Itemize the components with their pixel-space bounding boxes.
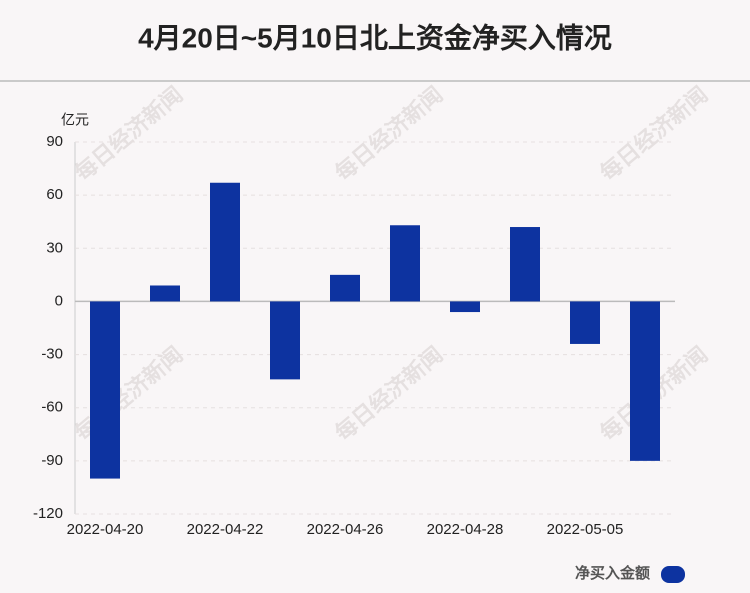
y-tick-label: 90 (46, 133, 63, 150)
x-tick-label: 2022-04-20 (67, 521, 144, 538)
y-tick-label: -120 (33, 505, 63, 522)
y-tick-label: -60 (41, 399, 63, 416)
bar (570, 301, 600, 344)
legend-label: 净买入金额 (575, 564, 650, 582)
bar (510, 227, 540, 302)
y-tick-label: -30 (41, 346, 63, 363)
bar (330, 274, 360, 302)
bar (90, 301, 120, 479)
bar (390, 225, 420, 302)
y-tick-label: 0 (55, 292, 63, 309)
bar (210, 182, 240, 302)
bar (270, 301, 300, 380)
legend-swatch (661, 566, 685, 583)
bar (630, 301, 660, 461)
y-unit: 亿元 (61, 112, 89, 128)
bar (450, 301, 480, 313)
y-tick-label: -90 (41, 452, 63, 469)
x-tick-label: 2022-04-26 (307, 521, 384, 538)
x-tick-label: 2022-05-05 (547, 521, 624, 538)
y-tick-label: 60 (46, 186, 63, 203)
bar (150, 285, 180, 302)
chart-title: 4月20日~5月10日北上资金净买入情况 (138, 21, 612, 53)
x-tick-label: 2022-04-22 (187, 521, 264, 538)
y-tick-label: 30 (46, 239, 63, 256)
x-tick-label: 2022-04-28 (427, 521, 504, 538)
